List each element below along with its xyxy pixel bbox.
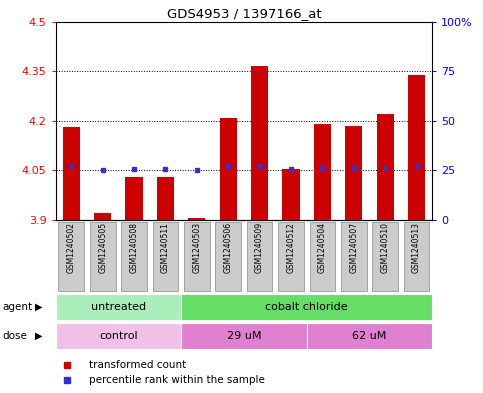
FancyBboxPatch shape [372,222,398,291]
Bar [408,75,425,220]
Bar [63,127,80,220]
FancyBboxPatch shape [184,222,210,291]
Text: cobalt chloride: cobalt chloride [265,302,348,312]
FancyBboxPatch shape [56,294,181,320]
FancyBboxPatch shape [278,222,304,291]
FancyBboxPatch shape [90,222,115,291]
Text: percentile rank within the sample: percentile rank within the sample [89,375,265,385]
Bar [283,169,299,220]
Bar [188,219,205,220]
Text: control: control [99,331,138,341]
Title: GDS4953 / 1397166_at: GDS4953 / 1397166_at [167,7,321,20]
Text: 62 uM: 62 uM [352,331,387,341]
Text: GSM1240504: GSM1240504 [318,222,327,274]
Text: GSM1240512: GSM1240512 [286,222,296,273]
Bar [251,66,268,220]
FancyBboxPatch shape [247,222,272,291]
Bar [157,177,174,220]
FancyBboxPatch shape [310,222,335,291]
Text: GSM1240502: GSM1240502 [67,222,76,273]
Bar [345,126,362,220]
Text: GSM1240503: GSM1240503 [192,222,201,274]
FancyBboxPatch shape [58,222,84,291]
Text: untreated: untreated [91,302,146,312]
Bar [126,177,142,220]
Text: transformed count: transformed count [89,360,187,369]
Bar [314,124,331,220]
Text: 29 uM: 29 uM [227,331,261,341]
Text: GSM1240511: GSM1240511 [161,222,170,273]
Text: agent: agent [2,302,32,312]
Text: GSM1240509: GSM1240509 [255,222,264,274]
Text: GSM1240506: GSM1240506 [224,222,233,274]
Text: ▶: ▶ [35,331,43,341]
FancyBboxPatch shape [341,222,367,291]
Bar [377,114,394,220]
Text: GSM1240513: GSM1240513 [412,222,421,273]
FancyBboxPatch shape [181,323,307,349]
Bar [220,118,237,220]
Text: GSM1240505: GSM1240505 [98,222,107,274]
FancyBboxPatch shape [181,294,432,320]
FancyBboxPatch shape [121,222,147,291]
Text: GSM1240508: GSM1240508 [129,222,139,273]
Text: GSM1240510: GSM1240510 [381,222,390,273]
FancyBboxPatch shape [153,222,178,291]
Bar [94,213,111,220]
Text: dose: dose [2,331,28,341]
FancyBboxPatch shape [56,323,181,349]
Text: GSM1240507: GSM1240507 [349,222,358,274]
FancyBboxPatch shape [307,323,432,349]
FancyBboxPatch shape [404,222,429,291]
Text: ▶: ▶ [35,302,43,312]
FancyBboxPatch shape [215,222,241,291]
